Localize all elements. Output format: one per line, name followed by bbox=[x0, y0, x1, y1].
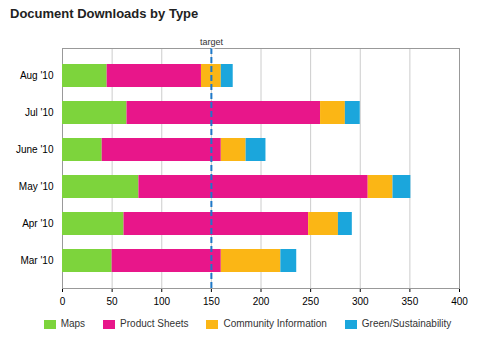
html-text:Community Information: Community Information bbox=[223, 318, 327, 329]
svg-text:300: 300 bbox=[352, 296, 369, 307]
html-text:Maps: Maps bbox=[60, 318, 86, 329]
html-text:Document Downloads by Type: Document Downloads by Type bbox=[10, 6, 199, 21]
svg-text:June '10: June '10 bbox=[16, 144, 54, 155]
svg-text:100: 100 bbox=[153, 296, 170, 307]
html-text:Product Sheets: Product Sheets bbox=[120, 318, 189, 329]
svg-text:150: 150 bbox=[203, 296, 220, 307]
svg-text:200: 200 bbox=[253, 296, 270, 307]
svg-text:May '10: May '10 bbox=[19, 181, 54, 192]
svg-text:350: 350 bbox=[402, 296, 419, 307]
svg-text:250: 250 bbox=[302, 296, 319, 307]
svg-text:Mar '10: Mar '10 bbox=[20, 255, 53, 266]
svg-text:400: 400 bbox=[451, 296, 468, 307]
svg-text:0: 0 bbox=[60, 296, 66, 307]
svg-text:Jul '10: Jul '10 bbox=[25, 107, 54, 118]
svg-text:Apr '10: Apr '10 bbox=[22, 218, 54, 229]
svg-text:target: target bbox=[200, 37, 224, 47]
svg-text:50: 50 bbox=[107, 296, 119, 307]
html-text:Green/Sustainability: Green/Sustainability bbox=[361, 318, 452, 329]
svg-text:Aug '10: Aug '10 bbox=[20, 70, 54, 81]
